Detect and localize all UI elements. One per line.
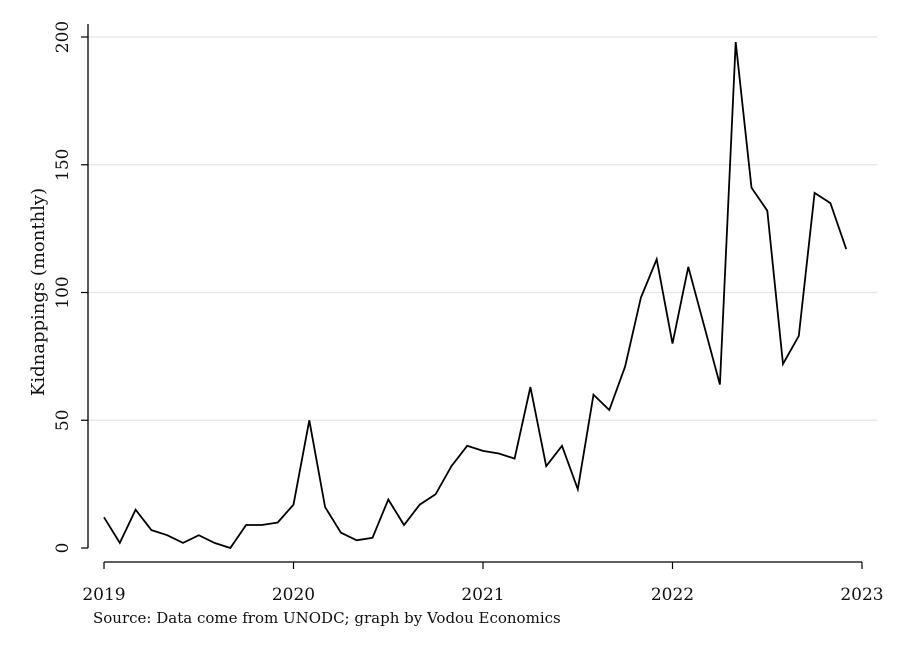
tick-labels: 0 50 100 150 200 2019 2020 2021 2022 2023	[53, 21, 884, 605]
y-tick-label: 150	[53, 149, 73, 181]
series-line	[103, 42, 848, 550]
x-tick-label: 2023	[840, 585, 883, 605]
y-tick-label: 0	[53, 543, 73, 554]
x-tick-label: 2021	[461, 585, 504, 605]
x-tick-label: 2022	[651, 585, 694, 605]
y-axis-title: Kidnappings (monthly)	[28, 188, 49, 396]
y-tick-label: 100	[53, 276, 73, 308]
y-tick-label: 200	[53, 21, 73, 53]
y-tick-label: 50	[53, 409, 73, 431]
series-layer	[103, 42, 848, 550]
x-tick-label: 2019	[82, 585, 125, 605]
tick-marks	[81, 36, 863, 569]
source-note: Source: Data come from UNODC; graph by V…	[93, 609, 561, 627]
x-tick-label: 2020	[272, 585, 315, 605]
gridlines	[88, 36, 877, 421]
